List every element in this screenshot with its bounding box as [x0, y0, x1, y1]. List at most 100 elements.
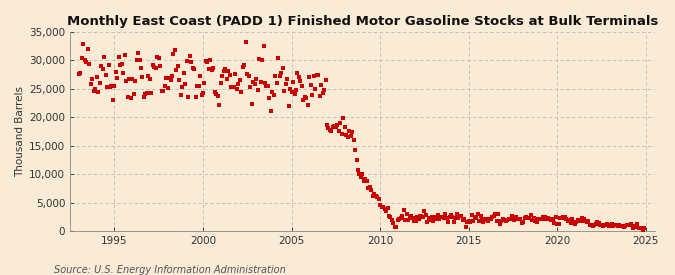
Point	[130, 79, 140, 83]
Point	[439, 211, 450, 216]
Point	[521, 215, 532, 219]
Point	[88, 89, 99, 93]
Point	[168, 51, 179, 56]
Point	[379, 207, 390, 211]
Point	[618, 225, 629, 229]
Point	[502, 218, 512, 222]
Point	[407, 216, 418, 221]
Point	[499, 218, 510, 222]
Point	[449, 219, 460, 224]
Point	[421, 213, 431, 217]
Point	[323, 126, 334, 131]
Point	[459, 217, 470, 221]
Point	[574, 219, 585, 223]
Point	[443, 220, 454, 224]
Point	[157, 89, 167, 93]
Point	[611, 222, 622, 227]
Point	[151, 66, 161, 70]
Point	[602, 222, 613, 226]
Point	[372, 194, 383, 199]
Point	[479, 217, 490, 221]
Point	[131, 58, 142, 62]
Point	[484, 216, 495, 221]
Point	[180, 82, 191, 87]
Point	[450, 216, 461, 221]
Point	[357, 172, 368, 176]
Point	[250, 77, 261, 82]
Point	[516, 221, 527, 225]
Point	[159, 84, 170, 88]
Point	[593, 221, 604, 226]
Point	[567, 217, 578, 222]
Point	[612, 224, 623, 229]
Point	[232, 87, 242, 91]
Point	[616, 224, 626, 228]
Point	[366, 188, 377, 192]
Point	[213, 94, 223, 98]
Point	[540, 215, 551, 219]
Point	[389, 225, 400, 229]
Point	[412, 214, 423, 219]
Point	[617, 223, 628, 228]
Point	[639, 226, 650, 230]
Point	[285, 86, 296, 91]
Point	[388, 221, 399, 225]
Point	[105, 85, 115, 90]
Point	[348, 138, 359, 143]
Point	[556, 215, 567, 220]
Point	[410, 218, 421, 223]
Point	[341, 133, 352, 137]
Point	[80, 58, 90, 62]
Point	[564, 218, 574, 222]
Point	[373, 197, 384, 202]
Point	[531, 219, 542, 224]
Point	[454, 213, 465, 218]
Point	[539, 217, 549, 221]
Point	[489, 213, 500, 218]
Point	[599, 222, 610, 227]
Point	[592, 220, 603, 225]
Point	[183, 95, 194, 99]
Point	[362, 179, 373, 183]
Point	[204, 67, 215, 71]
Point	[340, 125, 350, 129]
Point	[138, 95, 149, 99]
Point	[295, 79, 306, 83]
Point	[369, 192, 379, 196]
Point	[378, 205, 389, 209]
Point	[301, 96, 312, 100]
Point	[234, 78, 245, 82]
Point	[162, 86, 173, 90]
Point	[541, 217, 552, 221]
Point	[336, 132, 347, 136]
Point	[344, 129, 354, 133]
Point	[230, 72, 241, 76]
Point	[238, 65, 248, 70]
Point	[289, 92, 300, 96]
Point	[319, 88, 329, 93]
Point	[320, 78, 331, 82]
Point	[200, 59, 211, 64]
Point	[252, 87, 263, 92]
Point	[376, 205, 387, 209]
Point	[264, 96, 275, 100]
Point	[509, 218, 520, 222]
Point	[345, 133, 356, 138]
Point	[522, 216, 533, 220]
Point	[133, 50, 144, 55]
Point	[182, 59, 192, 63]
Point	[265, 108, 276, 113]
Point	[100, 73, 111, 77]
Point	[589, 223, 599, 227]
Point	[273, 55, 284, 60]
Point	[562, 219, 573, 224]
Point	[239, 62, 250, 67]
Point	[74, 72, 84, 76]
Point	[396, 216, 406, 221]
Point	[500, 219, 511, 224]
Point	[178, 70, 189, 75]
Point	[577, 216, 588, 221]
Point	[425, 218, 436, 223]
Point	[438, 216, 449, 221]
Point	[554, 222, 564, 226]
